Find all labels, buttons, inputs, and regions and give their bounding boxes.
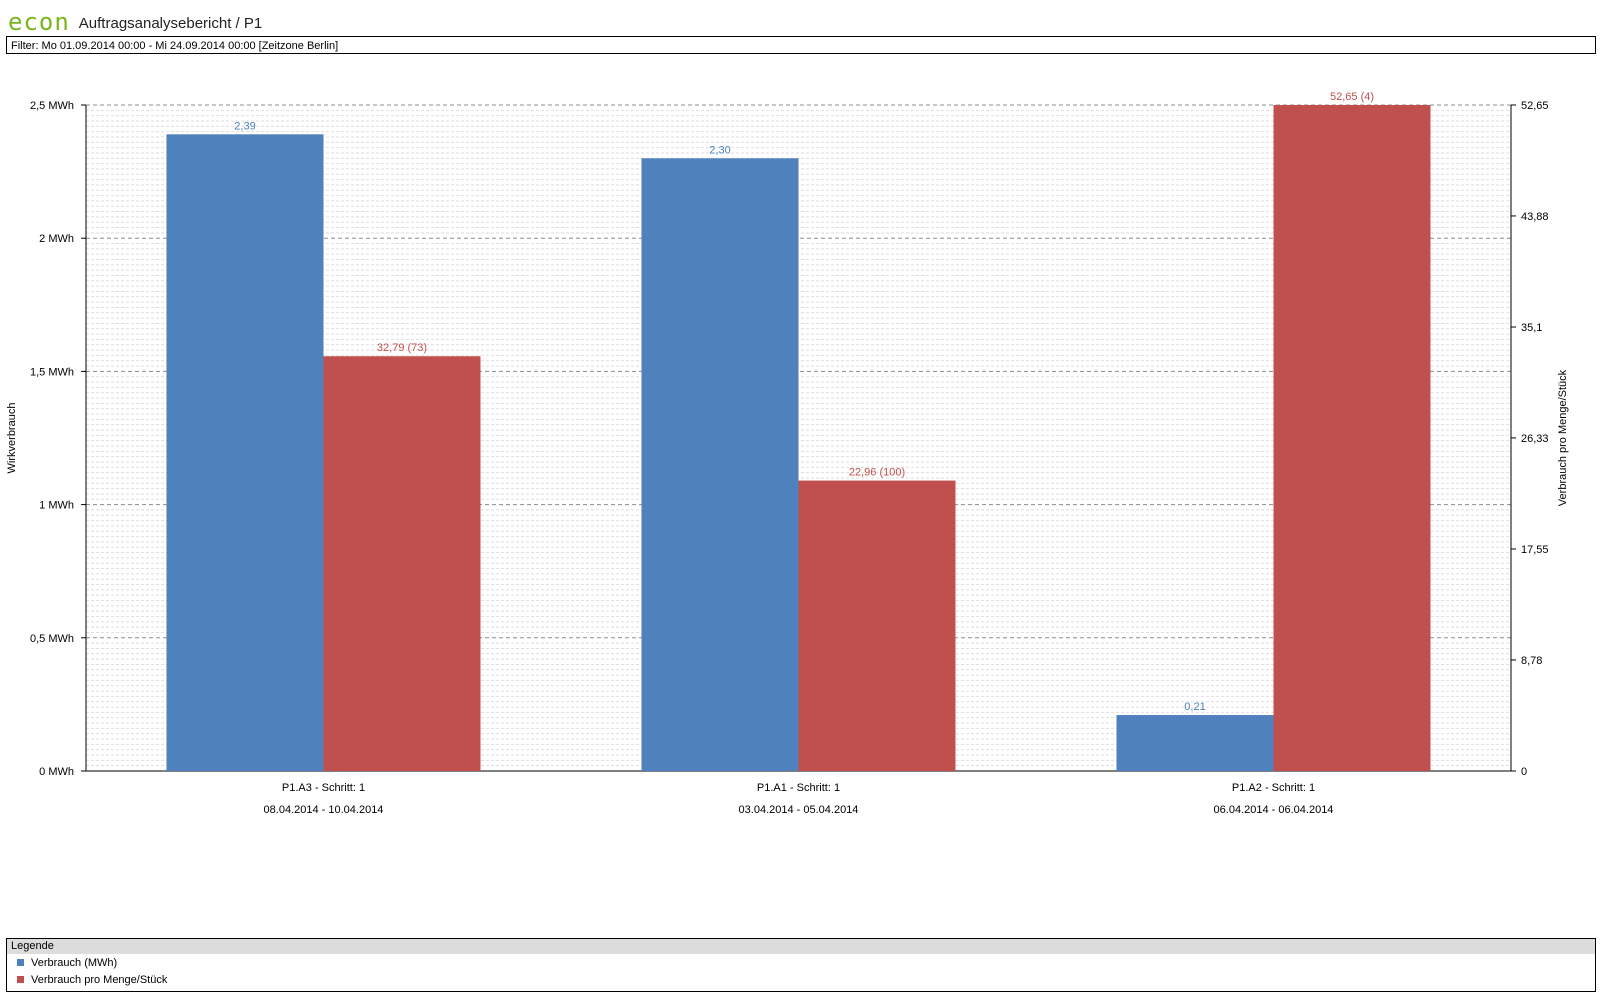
legend-item-verbrauch-pro-stueck: Verbrauch pro Menge/Stück bbox=[7, 971, 1595, 988]
data-label: 22,96 (100) bbox=[849, 467, 905, 479]
y-tick-label: 2,5 MWh bbox=[30, 100, 74, 112]
x-category-range: 06.04.2014 - 06.04.2014 bbox=[1214, 804, 1334, 816]
x-category-label: P1.A2 - Schritt: 1 bbox=[1232, 782, 1315, 794]
bar-verbrauch-pro-stueck bbox=[798, 480, 956, 771]
y2-axis-title: Verbrauch pro Menge/Stück bbox=[1557, 369, 1569, 506]
econ-logo: econ bbox=[8, 8, 70, 36]
data-label: 2,30 bbox=[709, 144, 730, 156]
bar-chart: 0 MWh 0,5 MWh 1 MWh 1,5 MWh 2 MWh 2,5 MWh 0 8,7… bbox=[6, 91, 1569, 816]
y2-tick-label: 8,78 bbox=[1521, 655, 1542, 667]
x-category-range: 03.04.2014 - 05.04.2014 bbox=[739, 804, 859, 816]
y-tick-label: 2 MWh bbox=[39, 233, 74, 245]
y-axis-title: Wirkverbrauch bbox=[6, 403, 18, 474]
x-category-label: P1.A3 - Schritt: 1 bbox=[282, 782, 365, 794]
y-tick-label: 1 MWh bbox=[39, 500, 74, 512]
data-label: 0,21 bbox=[1184, 701, 1205, 713]
y2-tick-label: 43,88 bbox=[1521, 211, 1549, 223]
legend-item-label: Verbrauch pro Menge/Stück bbox=[31, 973, 168, 986]
legend-panel: Legende Verbrauch (MWh) Verbrauch pro Me… bbox=[6, 938, 1596, 992]
y-tick-label: 0 MWh bbox=[39, 766, 74, 778]
y2-tick-label: 35,1 bbox=[1521, 322, 1542, 334]
data-label: 2,39 bbox=[234, 120, 255, 132]
y2-tick-label: 17,55 bbox=[1521, 544, 1549, 556]
y2-tick-label: 0 bbox=[1521, 766, 1527, 778]
bar-verbrauch bbox=[641, 158, 799, 771]
filter-bar: Filter: Mo 01.09.2014 00:00 - Mi 24.09.2… bbox=[6, 36, 1596, 54]
bar-verbrauch bbox=[166, 134, 324, 771]
bar-verbrauch-pro-stueck bbox=[323, 356, 481, 771]
legend-title: Legende bbox=[7, 939, 1595, 954]
x-category-range: 08.04.2014 - 10.04.2014 bbox=[264, 804, 384, 816]
x-category-label: P1.A1 - Schritt: 1 bbox=[757, 782, 840, 794]
legend-item-verbrauch: Verbrauch (MWh) bbox=[7, 954, 1595, 971]
legend-item-label: Verbrauch (MWh) bbox=[31, 956, 118, 969]
y-tick-label: 1,5 MWh bbox=[30, 366, 74, 378]
y2-tick-label: 26,33 bbox=[1521, 433, 1549, 445]
bar-verbrauch-pro-stueck bbox=[1273, 105, 1431, 771]
data-label: 32,79 (73) bbox=[377, 342, 427, 354]
page-title: Auftragsanalysebericht / P1 bbox=[78, 15, 263, 32]
data-label: 52,65 (4) bbox=[1330, 91, 1374, 103]
y-tick-label: 0,5 MWh bbox=[30, 633, 74, 645]
legend-swatch-red bbox=[17, 976, 24, 983]
y2-tick-label: 52,65 bbox=[1521, 100, 1549, 112]
bar-verbrauch bbox=[1116, 715, 1274, 771]
legend-swatch-blue bbox=[17, 959, 24, 966]
app-header: econ Auftragsanalysebericht / P1 bbox=[8, 8, 262, 34]
